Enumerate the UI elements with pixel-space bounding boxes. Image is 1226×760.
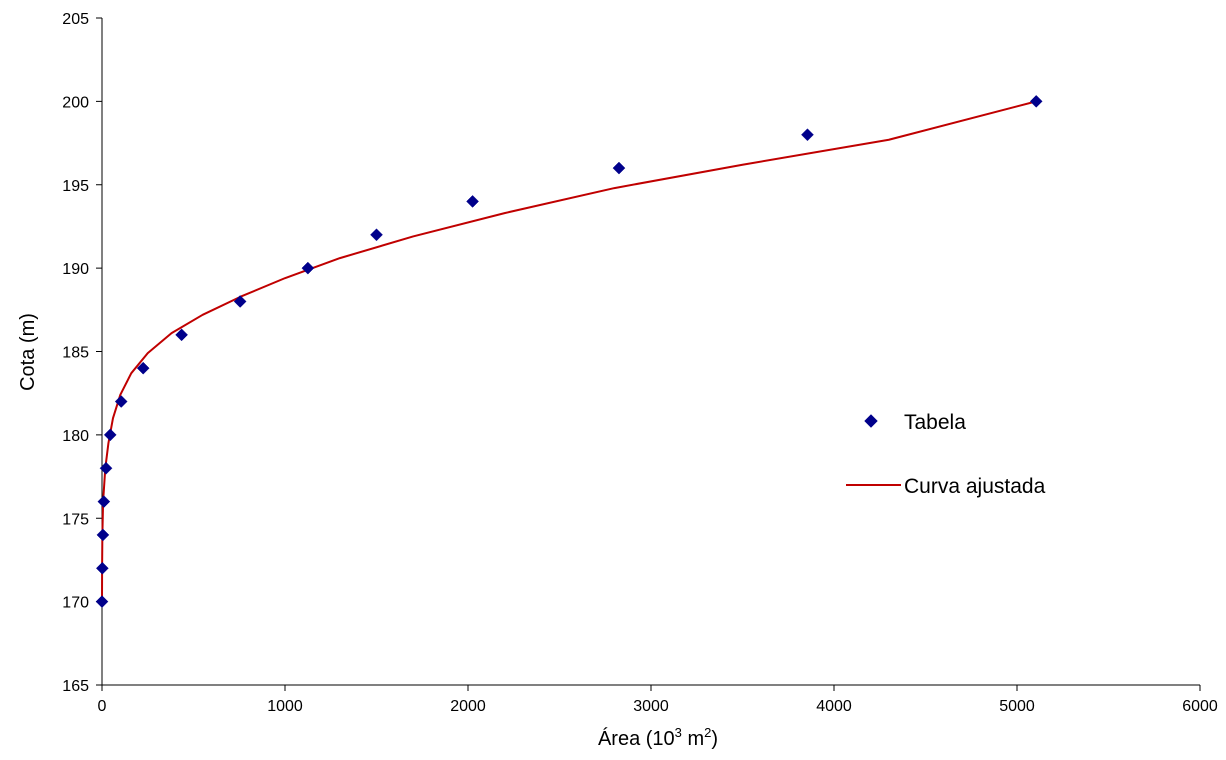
legend-marker-tabela xyxy=(864,414,878,428)
data-point-tabela xyxy=(136,361,150,375)
data-point-tabela xyxy=(301,261,315,275)
x-tick-label: 3000 xyxy=(633,698,669,715)
data-point-tabela xyxy=(97,495,111,508)
data-point-tabela xyxy=(801,128,814,142)
x-tick-label: 2000 xyxy=(450,698,486,715)
x-tick-label: 0 xyxy=(98,698,107,715)
series-line-curva-ajustada xyxy=(101,100,1037,602)
axes xyxy=(101,18,1200,686)
data-point-tabela xyxy=(99,461,113,475)
y-tick-label: 195 xyxy=(62,178,89,195)
x-tick-label: 1000 xyxy=(267,698,303,715)
plot-area xyxy=(95,95,1043,608)
data-point-tabela xyxy=(95,595,109,608)
data-point-tabela xyxy=(612,161,626,175)
data-point-tabela xyxy=(233,295,247,308)
x-axis-title-sup2: 2 xyxy=(704,725,711,740)
y-tick-label: 175 xyxy=(62,511,89,528)
data-point-tabela xyxy=(1029,95,1043,108)
y-tick-label: 190 xyxy=(62,261,89,278)
data-point-tabela xyxy=(175,328,188,342)
data-point-tabela xyxy=(103,428,117,442)
data-point-tabela xyxy=(114,395,128,408)
y-tick-label: 185 xyxy=(62,345,89,362)
data-point-tabela xyxy=(96,561,109,575)
legend-label: Tabela xyxy=(904,411,966,434)
y-tick-label: 170 xyxy=(62,595,89,612)
x-axis-title: Área (103 m2) xyxy=(598,725,718,750)
x-axis-title-base: Área (10 xyxy=(598,727,675,750)
y-axis-title: Cota (m) xyxy=(17,313,39,391)
x-axis-title-mid: m xyxy=(682,728,704,750)
data-point-tabela xyxy=(370,228,383,242)
x-tick-label: 4000 xyxy=(816,698,852,715)
legend-label: Curva ajustada xyxy=(904,475,1046,498)
legend: Tabela Curva ajustada xyxy=(846,411,1046,498)
data-point-tabela xyxy=(466,195,479,208)
x-tick-label: 6000 xyxy=(1182,698,1218,715)
data-point-tabela xyxy=(96,528,110,542)
y-tick-label: 200 xyxy=(62,94,89,111)
ticks: 165 170 175 180 185 190 195 200 205 0 1000 2000 3000… xyxy=(62,11,1218,715)
y-tick-label: 205 xyxy=(62,11,89,28)
y-tick-label: 165 xyxy=(62,678,89,695)
y-tick-label: 180 xyxy=(62,428,89,445)
x-axis-title-sup1: 3 xyxy=(675,725,682,740)
x-tick-label: 5000 xyxy=(999,698,1035,715)
x-axis-title-end: ) xyxy=(711,728,718,750)
